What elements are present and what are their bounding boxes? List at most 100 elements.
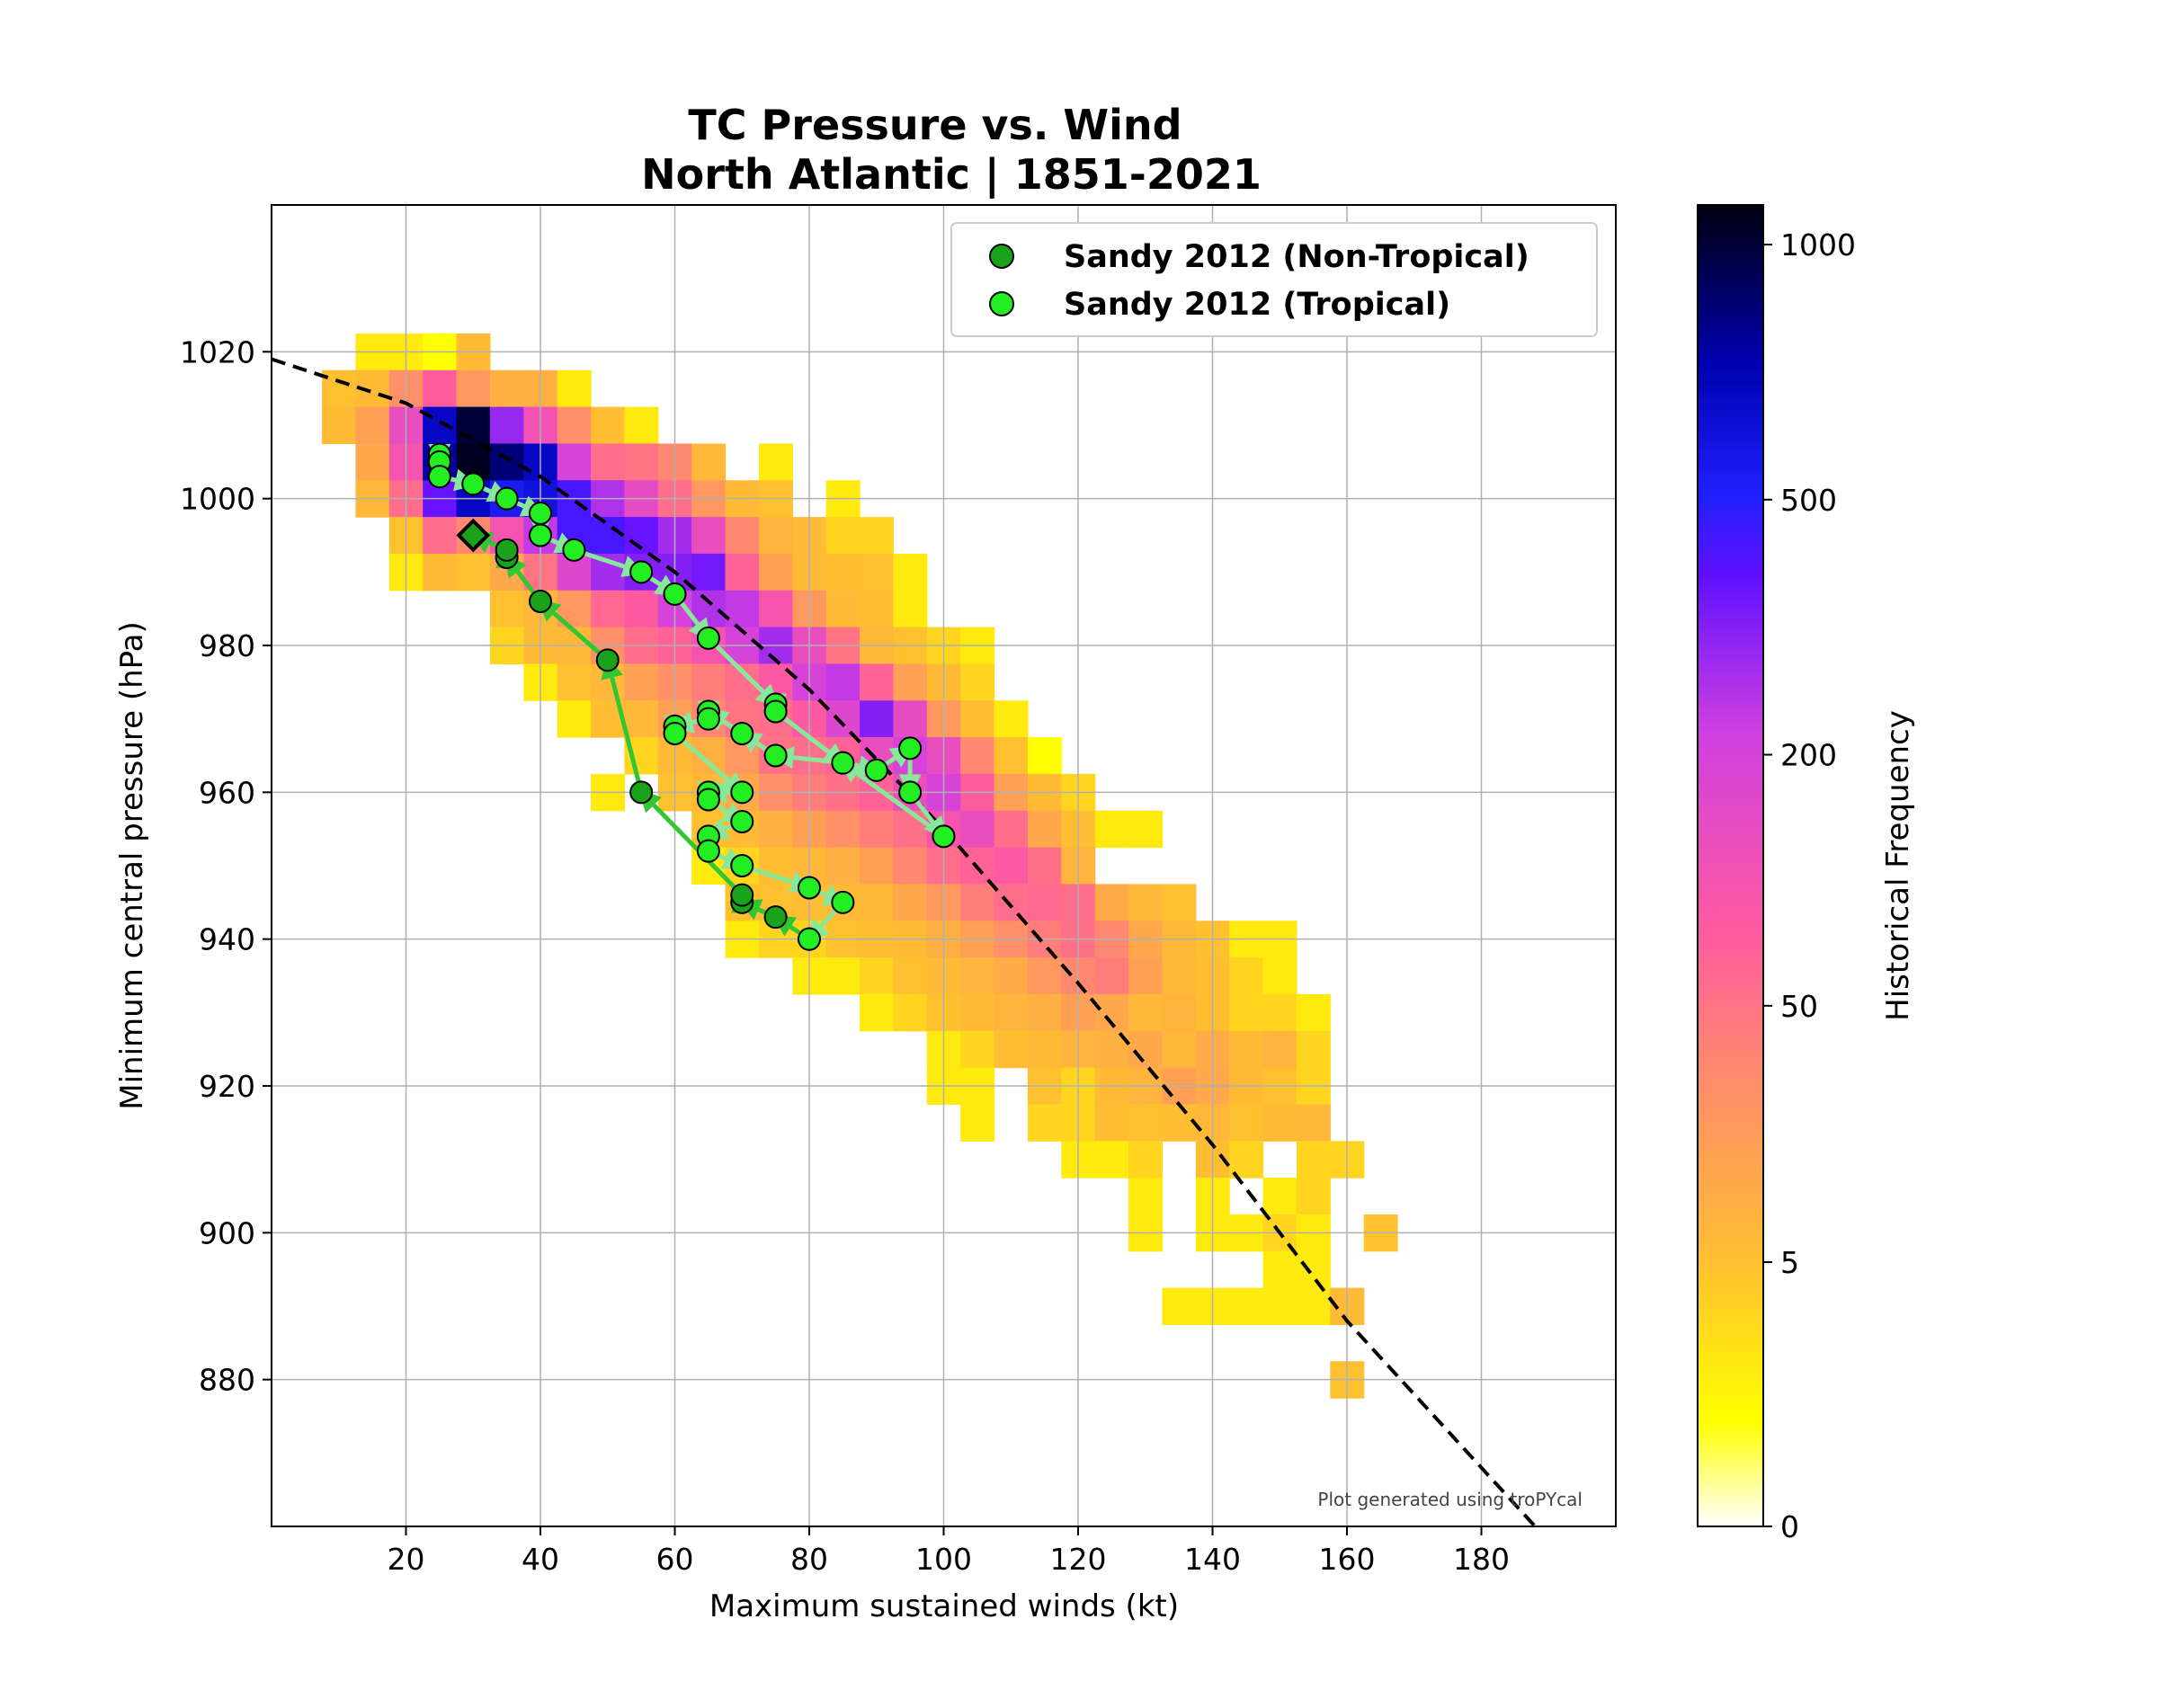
x-axis-label: Maximum sustained winds (kt) <box>709 1588 1179 1624</box>
x-tick-label: 180 <box>1453 1542 1510 1577</box>
heatmap-cell <box>1229 993 1264 1032</box>
genesis-diamond-marker <box>456 518 491 553</box>
point-tropical <box>663 582 687 606</box>
heatmap-cell <box>1027 847 1062 885</box>
heatmap-cell <box>1262 957 1297 995</box>
heatmap-cell <box>893 957 928 995</box>
heatmap-cell <box>1229 957 1264 995</box>
heatmap-cell <box>725 517 760 555</box>
point-tropical <box>562 538 586 562</box>
heatmap-cell <box>893 993 928 1032</box>
heatmap-cell <box>758 590 793 628</box>
heatmap-cell <box>893 553 928 592</box>
heatmap-cell <box>1262 1250 1297 1289</box>
heatmap-cell <box>557 369 592 408</box>
heatmap-cell <box>1262 993 1297 1032</box>
heatmap-cell <box>1162 993 1197 1032</box>
point-tropical <box>898 736 923 761</box>
heatmap-cell <box>489 443 524 481</box>
heatmap-cell <box>960 663 995 701</box>
point-tropical <box>831 751 855 775</box>
heatmap-cell <box>456 406 491 445</box>
heatmap-cell <box>1027 993 1062 1032</box>
heatmap-cell <box>825 553 861 592</box>
colorbar-tick-label: 500 <box>1780 483 1837 518</box>
track-segment-tropical <box>673 732 746 796</box>
track-segment-tropical <box>839 760 945 839</box>
legend-box <box>950 222 1598 337</box>
y-tick-label: 980 <box>199 628 255 663</box>
x-tick-label: 60 <box>656 1542 694 1577</box>
heatmap-cell <box>1162 1287 1197 1326</box>
heatmap-cell <box>1296 1287 1331 1326</box>
heatmap-cell <box>322 406 357 445</box>
point-non-tropical <box>495 538 519 562</box>
point-non-tropical <box>730 883 754 907</box>
heatmap-cell <box>960 1030 995 1069</box>
heatmap-cell <box>691 443 727 481</box>
heatmap-cell <box>624 663 659 701</box>
heatmap-cell <box>1229 1104 1264 1142</box>
point-tropical <box>763 699 788 724</box>
x-tick-label: 160 <box>1319 1542 1376 1577</box>
heatmap-cell <box>1128 1104 1164 1142</box>
y-tick-label: 960 <box>199 775 255 810</box>
heatmap-cell <box>825 517 861 555</box>
heatmap-cell <box>1094 1104 1129 1142</box>
point-tropical <box>495 486 519 511</box>
heatmap-cell <box>825 847 861 885</box>
point-tropical <box>763 743 788 768</box>
heatmap-cell <box>1262 1030 1297 1069</box>
legend-label-non-tropical: Sandy 2012 (Non-Tropical) <box>1064 239 1529 275</box>
heatmap-cell <box>591 517 626 555</box>
heatmap-cell <box>893 590 928 628</box>
heatmap-cell <box>860 884 895 921</box>
heatmap-cell <box>423 517 458 555</box>
heatmap-cell <box>1027 1030 1062 1069</box>
point-tropical <box>898 780 923 805</box>
track-segment-tropical <box>741 863 814 894</box>
heatmap-cell <box>758 810 793 849</box>
point-tropical <box>730 780 754 805</box>
heatmap-cell <box>591 406 626 445</box>
point-tropical <box>461 472 486 496</box>
heatmap-cell <box>960 1104 995 1142</box>
heatmap-cell <box>1296 1250 1331 1289</box>
x-tick-label: 20 <box>388 1542 425 1577</box>
legend-marker-tropical <box>989 291 1014 316</box>
point-non-tropical <box>629 780 654 805</box>
y-tick-label: 1020 <box>180 334 255 369</box>
plot-area <box>271 204 1617 1527</box>
heatmap-cell <box>557 700 592 738</box>
heatmap-cell <box>624 443 659 481</box>
point-tropical <box>730 810 754 833</box>
point-non-tropical <box>763 905 788 930</box>
heatmap-cell <box>825 810 861 849</box>
point-tropical <box>864 758 888 782</box>
heatmap-cell <box>1262 1287 1297 1326</box>
heatmap-cell <box>994 957 1029 995</box>
legend: Sandy 2012 (Non-Tropical) Sandy 2012 (Tr… <box>950 222 1598 337</box>
heatmap-cell <box>860 553 895 592</box>
x-tick-label: 100 <box>915 1542 972 1577</box>
heatmap-cell <box>860 590 895 628</box>
heatmap-cell <box>691 517 727 555</box>
heatmap-cell <box>893 700 928 738</box>
point-tropical <box>427 465 451 489</box>
heatmap-cell <box>1128 1178 1164 1215</box>
point-non-tropical <box>595 648 620 672</box>
point-tropical <box>730 854 754 877</box>
heatmap-cell <box>860 847 895 885</box>
heatmap-cell <box>1128 1030 1164 1069</box>
heatmap-cell <box>1296 1178 1331 1215</box>
x-tick-label: 40 <box>522 1542 559 1577</box>
heatmap-cell <box>860 663 895 701</box>
point-tropical <box>730 722 754 745</box>
heatmap-cell <box>994 1030 1029 1069</box>
heatmap-cell <box>725 553 760 592</box>
heatmap-cell <box>1162 957 1197 995</box>
heatmap-cell <box>1027 810 1062 849</box>
track-segment-tropical <box>707 636 780 707</box>
heatmap-cell <box>456 553 491 592</box>
